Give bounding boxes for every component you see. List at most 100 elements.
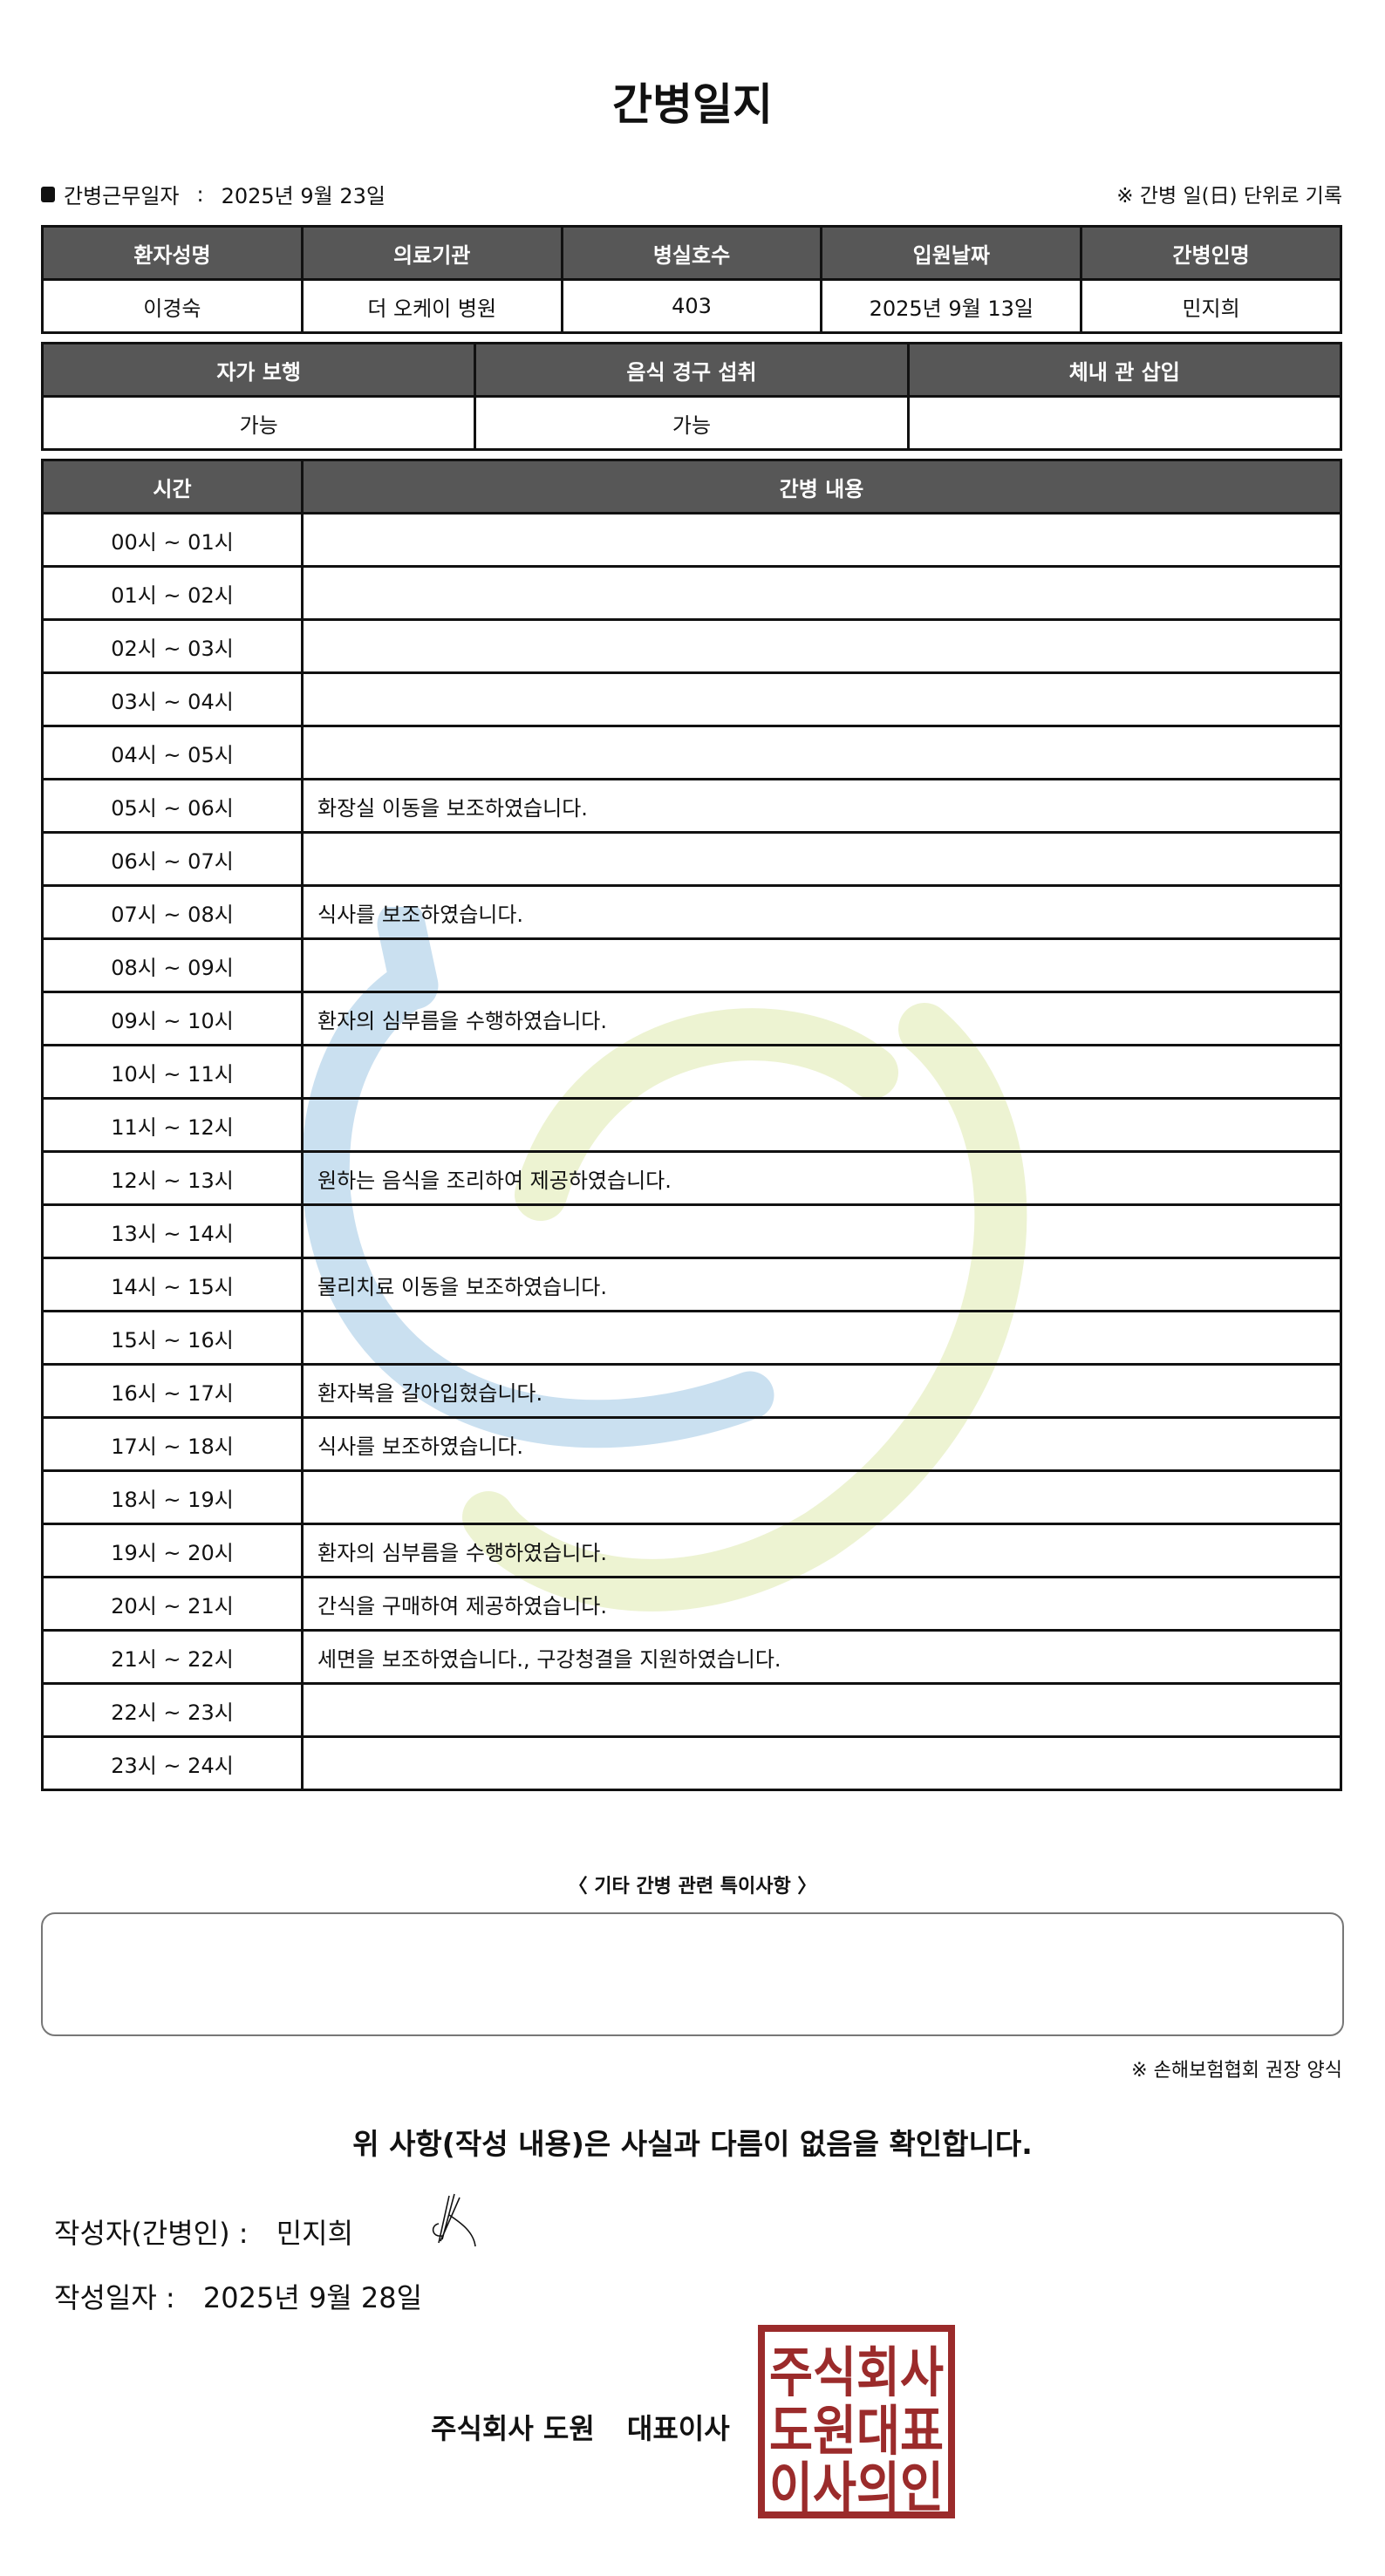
work-date-value: 2025년 9월 23일 [221,184,385,208]
log-time: 06시 ~ 07시 [41,831,304,887]
stamp-line-3: 이사의인 [769,2456,944,2518]
company-title: 대표이사 [626,2412,730,2445]
log-row: 15시 ~ 16시 [41,1310,1342,1366]
log-time: 20시 ~ 21시 [41,1576,304,1632]
log-content [301,831,1342,887]
log-row: 16시 ~ 17시 환자복을 갈아입혔습니다. [41,1363,1342,1419]
stamp-line-2: 도원대표 [769,2399,944,2463]
log-row: 17시 ~ 18시 식사를 보조하였습니다. [41,1416,1342,1472]
log-time: 14시 ~ 15시 [41,1257,304,1312]
patient-name: 이경숙 [41,278,304,334]
notes-box [41,1912,1344,2036]
log-content [301,1097,1342,1153]
unit-note: ※ 간병 일(日) 단위로 기록 [1116,185,1342,208]
header-content: 간병 내용 [301,459,1342,515]
log-content [301,1682,1342,1738]
log-row: 11시 ~ 12시 [41,1097,1342,1153]
log-content: 원하는 음식을 조리하여 제공하였습니다. [301,1150,1342,1206]
page-title: 간병일지 [612,79,773,130]
stamp-line-1: 주식회사 [769,2341,944,2404]
log-time: 09시 ~ 10시 [41,991,304,1046]
log-row: 03시 ~ 04시 [41,671,1342,727]
log-content [301,565,1342,621]
log-row: 04시 ~ 05시 [41,725,1342,780]
log-time: 11시 ~ 12시 [41,1097,304,1153]
log-time: 01시 ~ 02시 [41,565,304,621]
oral-intake: 가능 [474,395,910,451]
log-time: 08시 ~ 09시 [41,937,304,993]
header-room: 병실호수 [560,225,823,281]
log-content [301,1203,1342,1259]
log-row: 05시 ~ 06시 화장실 이동을 보조하였습니다. [41,778,1342,834]
writer-label: 작성자(간병인) : [54,2217,249,2250]
header-oral-intake: 음식 경구 섭취 [474,342,910,398]
log-content: 환자의 심부름을 수행하였습니다. [301,1523,1342,1578]
log-row: 21시 ~ 22시 세면을 보조하였습니다., 구강청결을 지원하였습니다. [41,1629,1342,1685]
log-content: 세면을 보조하였습니다., 구강청결을 지원하였습니다. [301,1629,1342,1685]
log-content [301,671,1342,727]
admission-date: 2025년 9월 13일 [820,278,1083,334]
written-date-value: 2025년 9월 28일 [202,2281,423,2314]
log-content [301,1469,1342,1525]
log-row: 01시 ~ 02시 [41,565,1342,621]
log-row: 13시 ~ 14시 [41,1203,1342,1259]
log-time: 04시 ~ 05시 [41,725,304,780]
log-time: 18시 ~ 19시 [41,1469,304,1525]
log-content: 식사를 보조하였습니다. [301,1416,1342,1472]
log-time: 16시 ~ 17시 [41,1363,304,1419]
log-content [301,937,1342,993]
work-date-label: 간병근무일자 [64,184,180,208]
care-log-table: 시간 간병 내용 00시 ~ 01시 01시 ~ 02시 02시 ~ 03시 03시 … [41,459,1342,1791]
log-time: 15시 ~ 16시 [41,1310,304,1366]
notes-label: 〈 기타 간병 관련 특이사항 〉 [568,1876,817,1898]
association-note: ※ 손해보험협회 권장 양식 [1131,2060,1342,2082]
log-row: 23시 ~ 24시 [41,1735,1342,1791]
patient-value-row: 이경숙 더 오케이 병원 403 2025년 9월 13일 민지희 [41,278,1342,334]
log-row: 10시 ~ 11시 [41,1044,1342,1100]
status-value-row: 가능 가능 [40,395,1343,451]
bullet-icon [41,186,55,202]
log-time: 22시 ~ 23시 [41,1682,304,1738]
tube [906,395,1343,451]
log-time: 00시 ~ 01시 [41,512,304,568]
log-time: 19시 ~ 20시 [41,1523,304,1578]
log-time: 23시 ~ 24시 [41,1735,304,1791]
log-time: 21시 ~ 22시 [41,1629,304,1685]
log-time: 03시 ~ 04시 [41,671,304,727]
log-content [301,618,1342,674]
log-time: 10시 ~ 11시 [41,1044,304,1100]
signature-icon [432,2193,476,2247]
company-name: 주식회사 도원 [431,2412,595,2445]
header-caregiver: 간병인명 [1080,225,1342,281]
header-time: 시간 [41,459,304,515]
log-row: 06시 ~ 07시 [41,831,1342,887]
caregiver: 민지희 [1080,278,1342,334]
status-table: 자가 보행 음식 경구 섭취 체내 관 삽입 가능 가능 [40,342,1343,451]
header-patient-name: 환자성명 [41,225,304,281]
log-row: 18시 ~ 19시 [41,1469,1342,1525]
log-time: 12시 ~ 13시 [41,1150,304,1206]
log-content [301,1044,1342,1100]
log-content [301,512,1342,568]
log-row: 09시 ~ 10시 환자의 심부름을 수행하였습니다. [41,991,1342,1046]
log-content: 환자의 심부름을 수행하였습니다. [301,991,1342,1046]
log-content: 물리치료 이동을 보조하였습니다. [301,1257,1342,1312]
log-content: 간식을 구매하여 제공하였습니다. [301,1576,1342,1632]
log-row: 07시 ~ 08시 식사를 보조하였습니다. [41,884,1342,940]
log-content: 식사를 보조하였습니다. [301,884,1342,940]
log-row: 14시 ~ 15시 물리치료 이동을 보조하였습니다. [41,1257,1342,1312]
writer-name: 민지희 [276,2217,354,2250]
written-date-label: 작성일자 : [54,2281,175,2314]
log-time: 07시 ~ 08시 [41,884,304,940]
patient-table: 환자성명 의료기관 병실호수 입원날짜 간병인명 이경숙 더 오케이 병원 40… [41,225,1342,334]
status-header-row: 자가 보행 음식 경구 섭취 체내 관 삽입 [40,342,1343,398]
log-content: 화장실 이동을 보조하였습니다. [301,778,1342,834]
log-row: 22시 ~ 23시 [41,1682,1342,1738]
log-time: 05시 ~ 06시 [41,778,304,834]
patient-header-row: 환자성명 의료기관 병실호수 입원날짜 간병인명 [41,225,1342,281]
log-row: 00시 ~ 01시 [41,512,1342,568]
log-content [301,725,1342,780]
company-seal-stamp: 주식회사 도원대표 이사의인 [758,2325,955,2518]
room: 403 [560,278,823,334]
hospital: 더 오케이 병원 [300,278,563,334]
